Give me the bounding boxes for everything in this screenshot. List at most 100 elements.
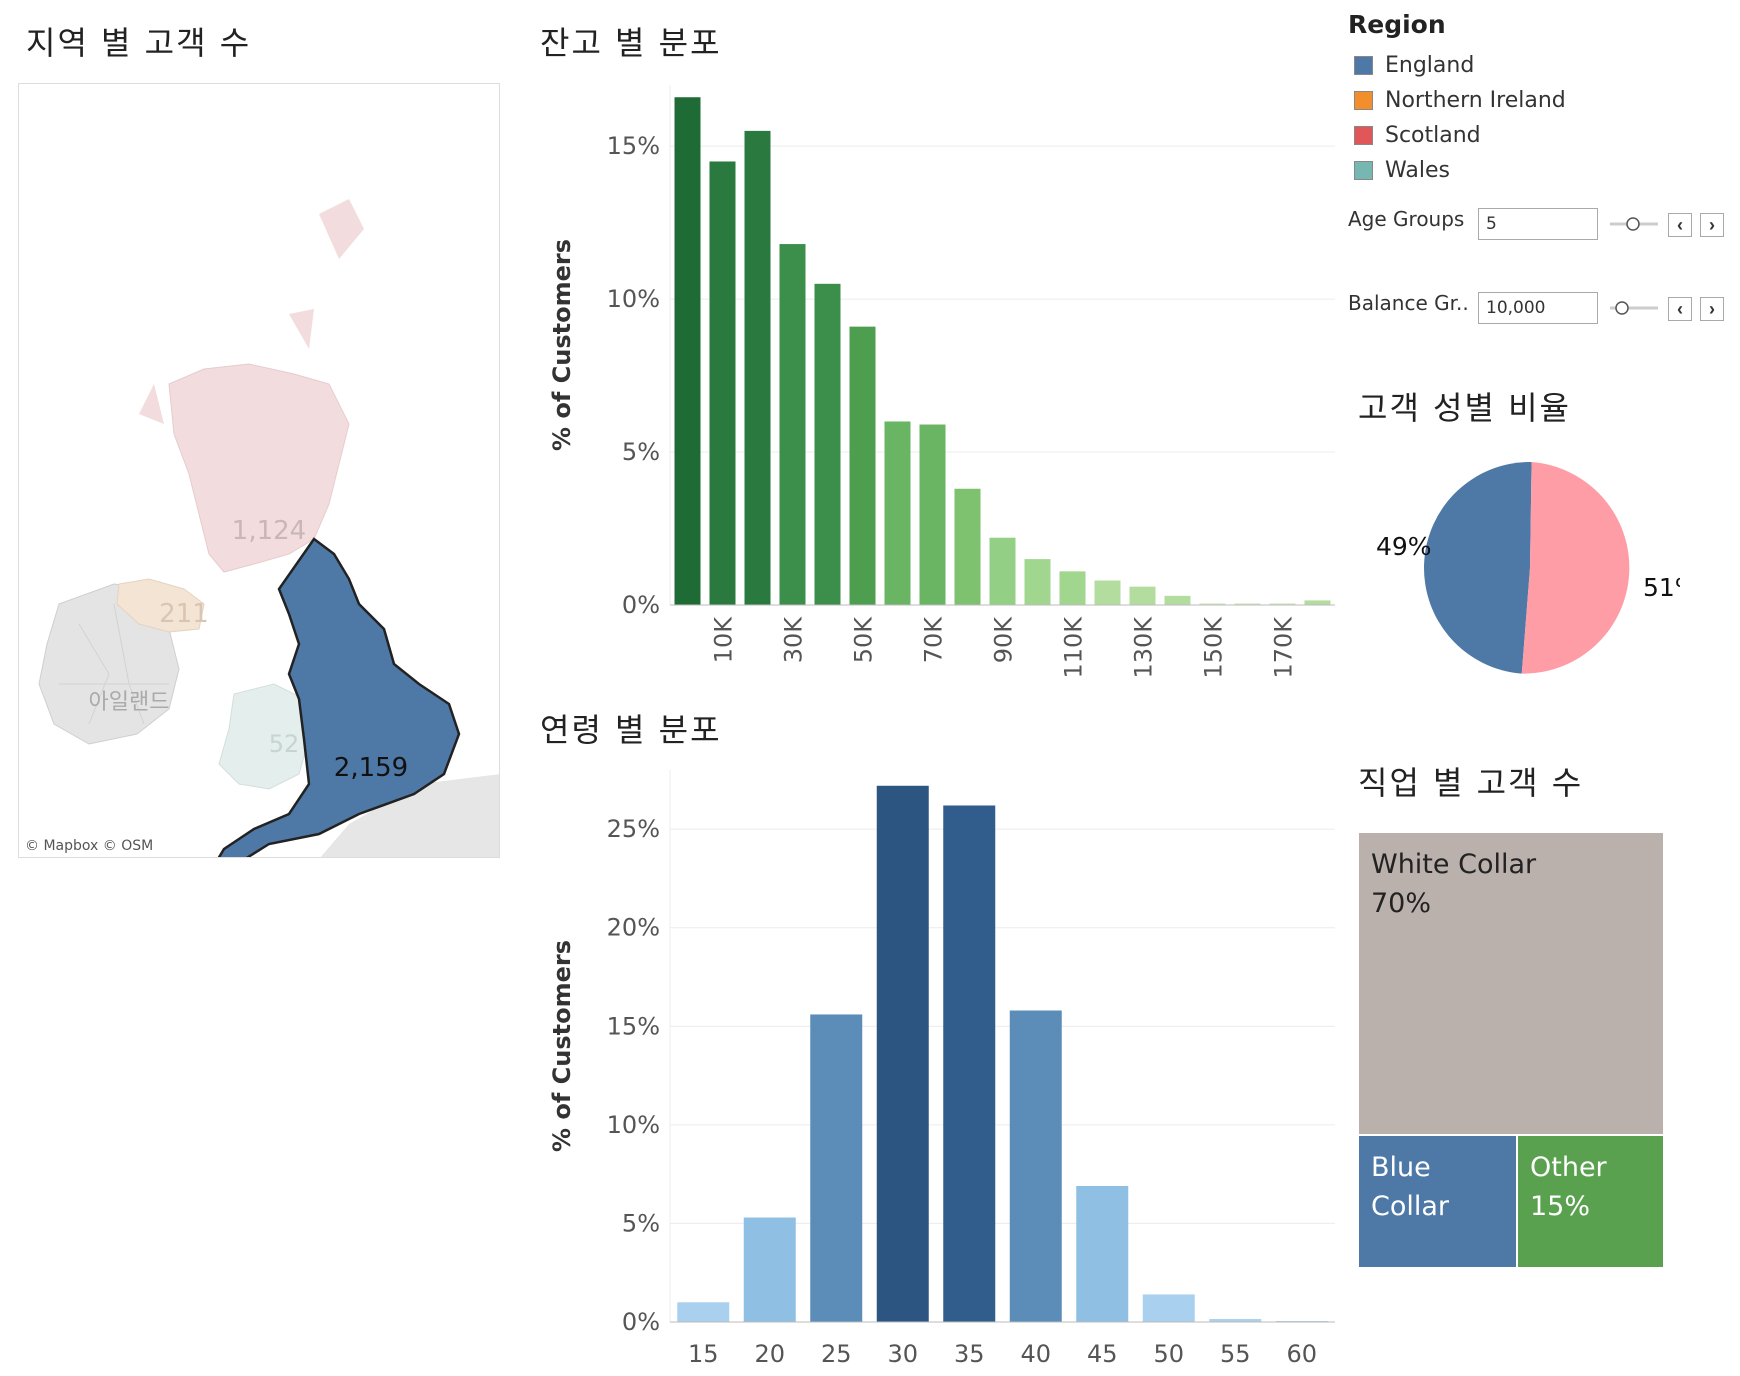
wales-count-label: 52	[269, 730, 300, 758]
treemap-cell-other[interactable]: Other 15%	[1517, 1135, 1664, 1268]
x-tick-label: 50	[1153, 1340, 1184, 1368]
scotland-count-label: 1,124	[232, 516, 306, 546]
gender-pie-chart: 49% 51%	[1376, 462, 1680, 674]
bar[interactable]	[1209, 1319, 1262, 1322]
treemap-cell-white-collar[interactable]: White Collar 70%	[1358, 832, 1664, 1135]
bar[interactable]	[1009, 1010, 1062, 1322]
region-england[interactable]	[209, 537, 461, 858]
bar[interactable]	[919, 424, 946, 605]
legend-label: Northern Ireland	[1385, 88, 1566, 113]
map-attribution[interactable]: © Mapbox © OSM	[25, 838, 153, 854]
legend-label: England	[1385, 53, 1475, 78]
y-tick-label: 20%	[607, 914, 660, 942]
scotland-islands	[139, 199, 364, 424]
y-tick-label: 25%	[607, 815, 660, 843]
region-map[interactable]: 1,124 211 아일랜드 52 2,159 © Mapbox © OSM	[18, 83, 500, 858]
age-groups-input[interactable]	[1478, 208, 1598, 240]
balance-groups-increment-button[interactable]: ›	[1700, 297, 1724, 321]
pie-slice[interactable]	[1424, 462, 1532, 674]
treemap-label: White Collar	[1371, 849, 1537, 880]
x-tick-label: 30	[887, 1340, 918, 1368]
y-tick-label: 0%	[622, 1308, 660, 1336]
pie-slice-label: 49%	[1376, 532, 1432, 561]
bar[interactable]	[884, 421, 911, 605]
bar[interactable]	[1076, 1185, 1129, 1322]
legend-item-wales[interactable]: Wales	[1354, 158, 1450, 183]
x-tick-label: 30K	[780, 616, 808, 664]
bar[interactable]	[674, 97, 701, 605]
map-title: 지역 별 고객 수	[26, 24, 252, 62]
pie-slice[interactable]	[1521, 462, 1630, 674]
region-northern-ireland[interactable]	[116, 578, 205, 633]
bar[interactable]	[1304, 600, 1331, 605]
england-count-label: 2,159	[334, 753, 408, 783]
y-tick-label: 10%	[607, 1111, 660, 1139]
x-tick-label: 170K	[1270, 616, 1298, 679]
job-chart-title: 직업 별 고객 수	[1358, 764, 1584, 802]
age-groups-slider[interactable]	[1608, 214, 1660, 234]
job-treemap: White Collar 70% Blue Collar Other 15%	[1358, 832, 1664, 1268]
treemap-pct: 15%	[1530, 1191, 1591, 1223]
swatch-wales	[1354, 161, 1373, 180]
treemap-label: Other	[1530, 1152, 1607, 1183]
bar[interactable]	[849, 326, 876, 605]
bar[interactable]	[954, 488, 981, 605]
bar[interactable]	[1269, 603, 1296, 605]
bar[interactable]	[743, 1217, 796, 1322]
legend-item-scotland[interactable]: Scotland	[1354, 123, 1481, 148]
balance-groups-decrement-button[interactable]: ‹	[1668, 297, 1692, 321]
legend-item-northern-ireland[interactable]: Northern Ireland	[1354, 88, 1566, 113]
bar[interactable]	[1199, 603, 1226, 605]
bar[interactable]	[1129, 586, 1156, 605]
x-tick-label: 55	[1220, 1340, 1251, 1368]
y-axis-title: % of Customers	[548, 940, 576, 1152]
age-groups-label: Age Groups	[1348, 207, 1465, 231]
bar[interactable]	[1024, 559, 1051, 605]
x-tick-label: 110K	[1060, 616, 1088, 679]
bar[interactable]	[1142, 1294, 1195, 1322]
x-tick-label: 60	[1286, 1340, 1317, 1368]
swatch-scotland	[1354, 126, 1373, 145]
gender-chart-title: 고객 성별 비율	[1358, 389, 1571, 427]
bar[interactable]	[943, 805, 996, 1322]
x-tick-label: 10K	[710, 616, 738, 664]
region-wales[interactable]	[218, 683, 310, 790]
x-tick-label: 25	[821, 1340, 852, 1368]
bar[interactable]	[876, 785, 929, 1322]
bar[interactable]	[1094, 580, 1121, 605]
balance-groups-slider[interactable]	[1608, 298, 1660, 318]
treemap-pct: 70%	[1371, 888, 1432, 920]
ireland-name-label: 아일랜드	[89, 690, 170, 715]
x-tick-label: 45	[1087, 1340, 1118, 1368]
bar[interactable]	[1164, 595, 1191, 605]
x-tick-label: 40	[1020, 1340, 1051, 1368]
slider-thumb[interactable]	[1626, 217, 1640, 231]
bar[interactable]	[744, 130, 771, 605]
balance-groups-input[interactable]	[1478, 292, 1598, 324]
bar[interactable]	[677, 1302, 730, 1322]
y-tick-label: 5%	[622, 1209, 660, 1237]
y-tick-label: 0%	[622, 591, 660, 619]
region-legend-title: Region	[1348, 10, 1446, 39]
slider-thumb[interactable]	[1615, 301, 1629, 315]
bar[interactable]	[1234, 603, 1261, 605]
bar[interactable]	[779, 244, 806, 605]
bar[interactable]	[814, 283, 841, 605]
legend-item-england[interactable]: England	[1354, 53, 1474, 78]
bar[interactable]	[810, 1014, 863, 1322]
y-axis-title: % of Customers	[548, 239, 576, 451]
bar[interactable]	[989, 537, 1016, 605]
age-groups-decrement-button[interactable]: ‹	[1668, 213, 1692, 237]
age-groups-increment-button[interactable]: ›	[1700, 213, 1724, 237]
bar[interactable]	[1059, 571, 1086, 605]
y-tick-label: 15%	[607, 1012, 660, 1040]
balance-bar-chart: % of Customers 0% 5% 10% 15% 10K 30K 50K 70K 90K 1…	[548, 85, 1335, 679]
balance-groups-label: Balance Gr..	[1348, 291, 1469, 315]
map-canvas[interactable]: 1,124 211 아일랜드 52 2,159 © Mapbox © OSM	[19, 84, 500, 858]
y-tick-label: 15%	[607, 132, 660, 160]
x-tick-label: 150K	[1200, 616, 1228, 679]
x-tick-label: 20	[754, 1340, 785, 1368]
treemap-cell-blue-collar[interactable]: Blue Collar	[1358, 1135, 1517, 1268]
bar[interactable]	[709, 161, 736, 605]
swatch-england	[1354, 56, 1373, 75]
